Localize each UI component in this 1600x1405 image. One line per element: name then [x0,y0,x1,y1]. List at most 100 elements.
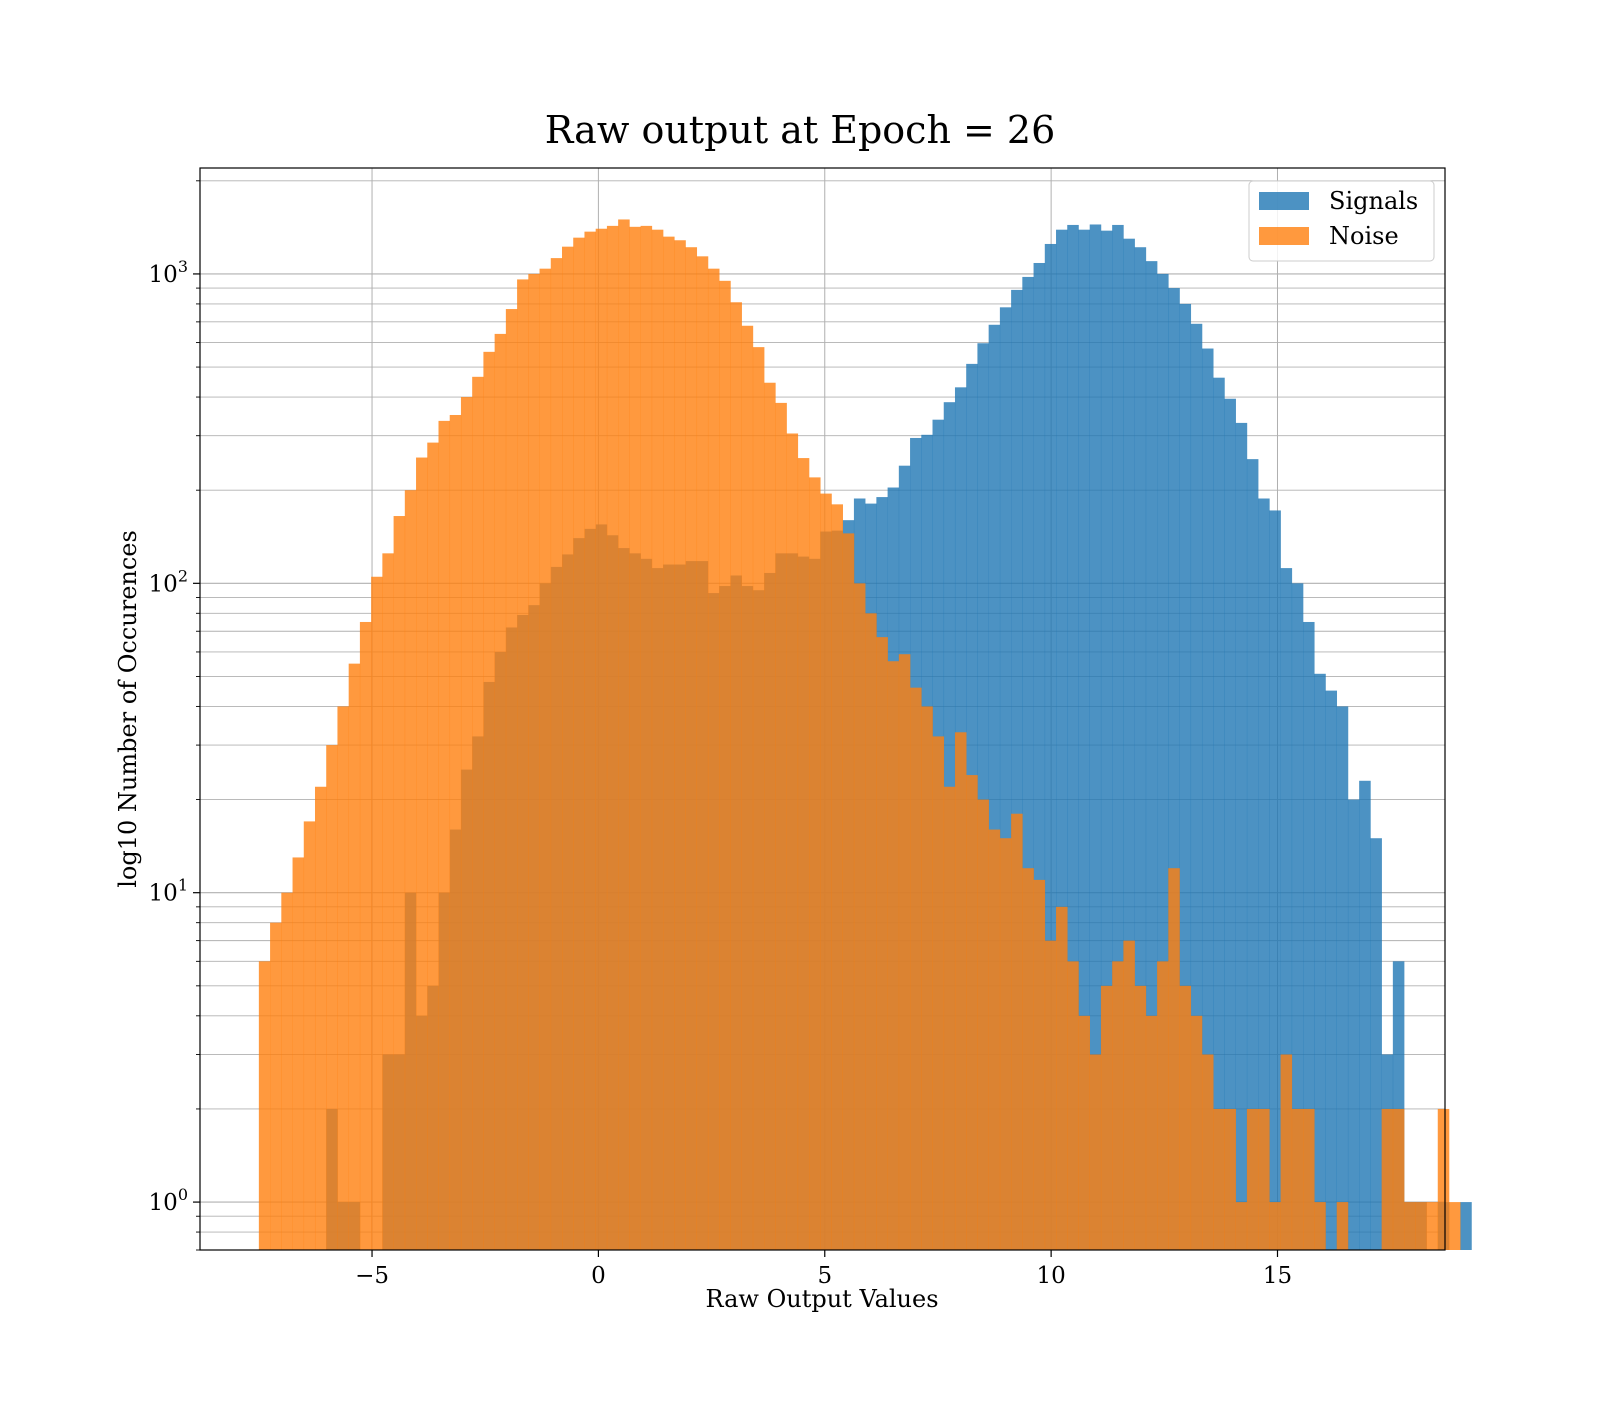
noise-bar [1404,1202,1416,1250]
noise-bar [1067,961,1079,1250]
noise-bar [764,382,776,1251]
histogram-bars [258,219,1472,1251]
signals-bar [1056,229,1068,1250]
signals-bar [1336,706,1349,1250]
noise-series [258,219,1461,1251]
signals-bar [1190,323,1203,1250]
noise-bar [876,637,888,1250]
noise-bar [595,228,608,1251]
noise-bar [910,687,922,1250]
noise-bar [359,621,372,1250]
signals-bar [1067,224,1079,1251]
noise-bar [966,775,978,1250]
signals-bar [1213,377,1225,1250]
noise-bar [460,397,473,1250]
x-axis-label: Raw Output Values [705,1285,938,1313]
noise-bar [1235,1202,1248,1250]
noise-bar [270,922,282,1250]
noise-bar [1145,1015,1158,1250]
noise-bar [539,268,552,1250]
noise-bar [1123,940,1135,1250]
noise-bar [1426,1202,1439,1250]
y-axis-label: log10 Number of Occurences [114,530,142,888]
noise-bar [1258,1108,1270,1250]
x-tick-label: −5 [355,1263,389,1289]
noise-bar [809,477,821,1250]
noise-bar [348,663,361,1250]
signals-bar [1011,289,1023,1250]
noise-bar [1157,961,1169,1250]
noise-bar [584,231,596,1250]
noise-bar [685,247,698,1251]
signals-bar [1246,459,1259,1250]
signals-bar [1022,276,1034,1250]
noise-bar [483,351,495,1251]
noise-bar [562,246,574,1251]
noise-bar [730,302,742,1250]
signals-bar [1145,261,1158,1250]
noise-bar [696,256,709,1251]
noise-bar [1190,1015,1203,1250]
signals-bar [1089,224,1102,1251]
noise-bar [865,613,877,1250]
noise-bar [853,583,866,1250]
noise-bar [550,258,563,1250]
signals-bar [1179,303,1192,1250]
noise-bar [898,654,911,1250]
noise-bar [416,457,428,1250]
noise-bar [404,490,417,1250]
noise-bar [337,706,349,1250]
noise-bar [1033,879,1046,1250]
noise-bar [1100,985,1113,1250]
y-tick-label: 100 [149,1185,188,1216]
noise-bar [472,376,484,1250]
noise-bar [932,736,945,1250]
noise-bar [494,333,507,1250]
signals-bar [1112,224,1124,1251]
signals-bar [1325,690,1338,1250]
y-tick-label: 101 [149,876,188,907]
noise-bar [842,533,855,1250]
signals-bar [1033,262,1046,1251]
noise-bar [1089,1054,1102,1250]
signals-bar [1168,288,1180,1251]
noise-bar [606,225,619,1250]
x-tick-label: 0 [591,1263,606,1289]
signals-bar [988,324,1001,1250]
noise-bar [999,838,1012,1250]
noise-bar [1179,985,1192,1250]
noise-bar [1381,1108,1394,1250]
chart-title: Raw output at Epoch = 26 [545,108,1056,152]
plot-frame [199,167,1446,1251]
noise-bar [303,821,316,1250]
legend-signals-label: Signals [1329,187,1418,215]
noise-bar [326,745,338,1250]
x-tick-label: 5 [817,1263,832,1289]
signals-bar [1157,273,1169,1250]
noise-bar [741,325,754,1250]
noise-bar [1246,1108,1259,1250]
noise-bar [1056,906,1068,1250]
legend-noise-label: Noise [1329,222,1399,250]
x-tick-label: 10 [1036,1263,1065,1289]
noise-bar [505,309,518,1250]
signals-bar [1359,780,1371,1250]
signals-bar [1280,568,1293,1250]
noise-bar [629,226,641,1250]
axis-ticks: −5 0 5 10 15 100 101 102 103 [149,180,1292,1289]
noise-bar [1011,813,1023,1250]
noise-bar [707,268,720,1250]
noise-bar [449,414,462,1250]
noise-bar [786,433,799,1250]
noise-bar [427,442,439,1251]
noise-bar [517,279,529,1250]
noise-bar [1134,985,1147,1250]
noise-bar [775,402,787,1250]
noise-bar [1044,940,1057,1250]
noise-bar [719,280,731,1251]
signals-bar [977,343,989,1250]
noise-bar [371,576,383,1250]
noise-bar [640,225,653,1250]
